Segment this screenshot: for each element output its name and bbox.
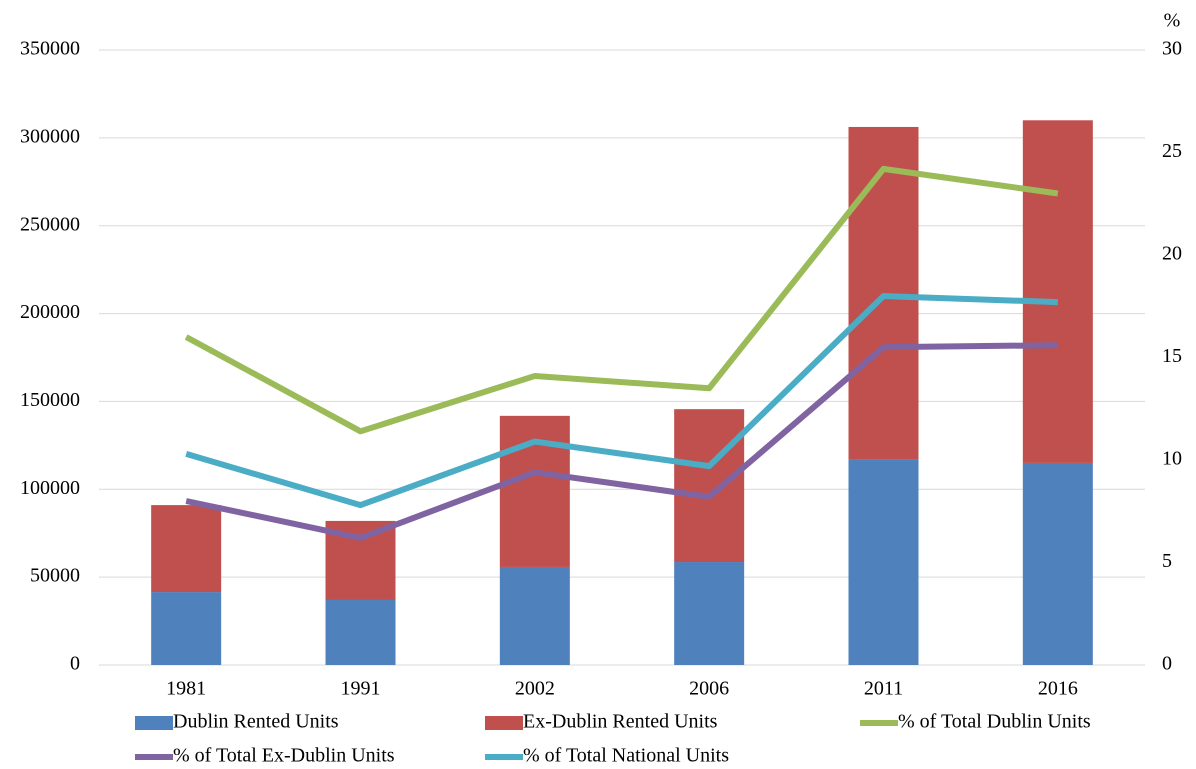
line	[184, 165, 1059, 435]
line	[185, 342, 1058, 541]
bar	[848, 459, 919, 665]
bar	[499, 566, 570, 665]
y2-tick-label: 15	[1162, 345, 1182, 367]
legend-swatch	[485, 716, 523, 730]
bar	[674, 562, 745, 665]
y-tick-label: 150000	[20, 389, 80, 411]
bar	[325, 599, 396, 665]
legend-label: Ex-Dublin Rented Units	[523, 711, 718, 733]
x-tick-label: 2006	[689, 678, 729, 700]
y2-tick-label: 10	[1162, 448, 1182, 470]
y-tick-label: 0	[70, 653, 80, 675]
y2-axis-label: %	[1164, 10, 1181, 32]
y2-tick-label: 20	[1162, 243, 1182, 265]
legend-label: Dublin Rented Units	[173, 711, 339, 733]
bar	[674, 409, 745, 563]
bar	[1022, 120, 1093, 463]
y-tick-label: 350000	[20, 38, 80, 60]
legend-label: % of Total National Units	[523, 745, 729, 767]
y-tick-label: 300000	[20, 125, 80, 147]
y-tick-label: 250000	[20, 213, 80, 235]
y2-tick-label: 30	[1162, 38, 1182, 60]
x-tick-label: 2002	[515, 678, 555, 700]
y-tick-label: 200000	[20, 301, 80, 323]
y2-tick-label: 0	[1162, 653, 1172, 675]
x-tick-label: 2016	[1038, 678, 1078, 700]
y-tick-label: 50000	[30, 565, 80, 587]
line	[185, 293, 1058, 509]
bar	[499, 415, 570, 567]
bar	[1022, 462, 1093, 665]
bar	[151, 505, 222, 593]
bar	[151, 592, 222, 665]
x-tick-label: 2011	[864, 678, 903, 700]
legend-label: % of Total Ex-Dublin Units	[173, 745, 395, 767]
y-tick-label: 100000	[20, 477, 80, 499]
legend-label: % of Total Dublin Units	[898, 711, 1091, 733]
x-tick-label: 1991	[341, 678, 381, 700]
y2-tick-label: 25	[1162, 140, 1182, 162]
x-tick-label: 1981	[166, 678, 206, 700]
y2-tick-label: 5	[1162, 550, 1172, 572]
legend-swatch	[135, 716, 173, 730]
